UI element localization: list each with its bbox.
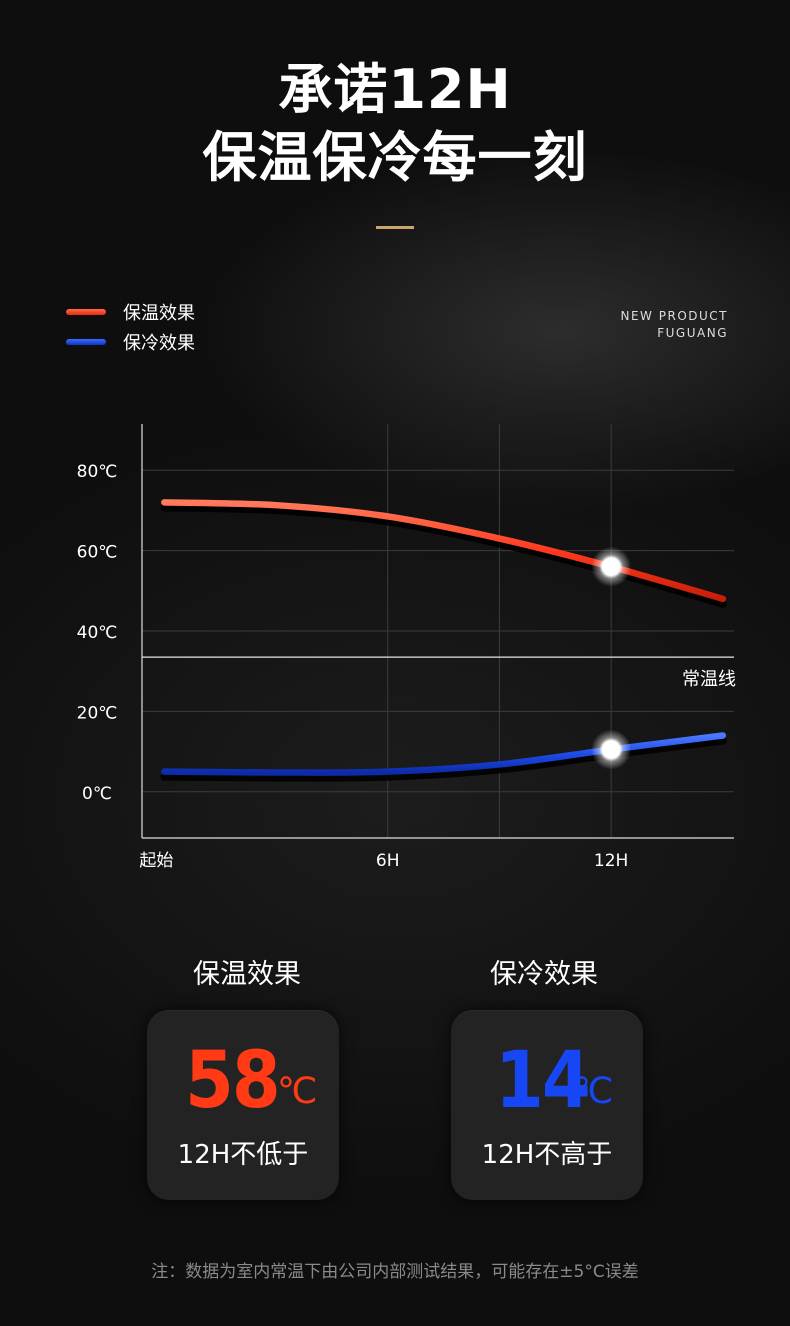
warm-caption: 12H不低于	[177, 1140, 309, 1170]
warm-effect-card: 58 ℃ 12H不低于	[147, 1010, 339, 1200]
cold-value: 14	[495, 1036, 591, 1126]
brand-line2: FUGUANG	[657, 326, 728, 340]
warm-series-shadow	[160, 503, 727, 608]
y-tick-label: 60℃	[77, 543, 118, 563]
cold-unit: ℃	[573, 1071, 614, 1112]
x-tick-label: 6H	[376, 851, 400, 871]
cold-effect-title: 保冷效果	[490, 959, 598, 990]
legend-label-cold: 保冷效果	[123, 333, 195, 354]
reference-line-label: 常温线	[682, 669, 736, 690]
x-tick-label: 12H	[594, 851, 628, 871]
chart-axes	[141, 424, 734, 839]
page-title-line2: 保温保冷每一刻	[202, 126, 588, 189]
legend-label-warm: 保温效果	[123, 303, 195, 324]
legend-swatch-cold	[66, 339, 106, 345]
legend-swatch-warm	[66, 309, 106, 315]
warm-unit: ℃	[277, 1071, 318, 1112]
y-tick-label: 20℃	[77, 703, 118, 723]
y-tick-label: 40℃	[77, 623, 118, 643]
warm-value: 58	[185, 1036, 281, 1126]
title-divider	[376, 226, 414, 229]
warm-effect-title: 保温效果	[193, 959, 301, 990]
x-tick-label: 起始	[139, 851, 173, 871]
y-tick-label: 80℃	[77, 462, 118, 482]
cold-caption: 12H不高于	[481, 1140, 613, 1170]
brand-line1: NEW PRODUCT	[620, 309, 728, 323]
page-title-line1: 承诺12H	[278, 58, 512, 121]
cold-effect-card: 14 ℃ 12H不高于	[451, 1010, 643, 1200]
chart-series	[160, 499, 727, 782]
y-tick-label: 0℃	[82, 784, 112, 804]
warm-marker-point	[602, 557, 621, 576]
footnote: 注：数据为室内常温下由公司内部测试结果，可能存在±5°C误差	[151, 1262, 639, 1282]
cold-marker-point	[602, 740, 621, 759]
